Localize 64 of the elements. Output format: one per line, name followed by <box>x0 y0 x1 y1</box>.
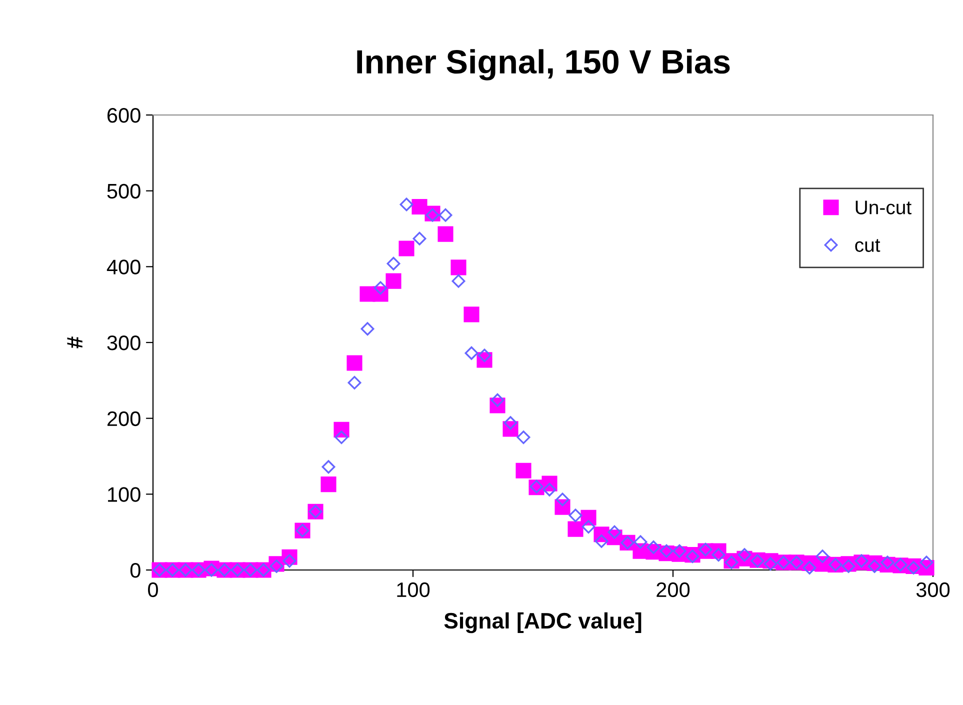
point <box>346 355 362 371</box>
point <box>400 198 414 212</box>
point <box>334 430 348 444</box>
point <box>282 554 296 568</box>
point <box>868 559 882 573</box>
legend-label: Un-cut <box>856 200 912 214</box>
y-axis-title: # <box>67 336 82 348</box>
y-tick-label: 600 <box>107 108 140 123</box>
point <box>412 232 426 246</box>
point <box>322 460 336 474</box>
point <box>516 462 532 478</box>
point <box>764 557 778 571</box>
point <box>738 548 752 562</box>
point <box>320 476 336 492</box>
point <box>672 544 686 558</box>
x-tick-label: 0 <box>148 582 158 598</box>
point <box>360 322 374 336</box>
point <box>374 281 388 295</box>
point <box>802 560 816 574</box>
point <box>556 492 570 506</box>
point <box>594 534 608 548</box>
point <box>386 273 402 289</box>
point <box>568 508 582 522</box>
point <box>490 393 504 407</box>
y-tick-label: 400 <box>106 260 140 274</box>
point <box>880 556 894 570</box>
chart-title: Inner Signal, 150 V Bias <box>357 49 730 80</box>
point <box>920 556 934 570</box>
point <box>452 274 466 288</box>
y-tick-label: 0 <box>130 563 140 578</box>
x-axis-title: Signal [ADC value] <box>444 612 642 634</box>
y-tick-label: 200 <box>107 411 140 426</box>
point <box>816 550 830 564</box>
x-tick-label: 100 <box>397 582 430 598</box>
point <box>464 346 478 360</box>
y-tick-label: 100 <box>108 487 140 502</box>
point <box>348 376 362 390</box>
point <box>464 306 480 322</box>
point <box>412 198 428 215</box>
y-tick-label: 300 <box>107 336 140 350</box>
point <box>712 548 726 562</box>
point <box>270 559 284 573</box>
point <box>660 544 674 558</box>
point <box>568 521 584 537</box>
legend-label: cut <box>855 239 880 252</box>
point <box>478 348 492 362</box>
x-tick-label: 200 <box>656 582 690 598</box>
point <box>438 226 454 242</box>
x-tick-label: 300 <box>916 582 950 598</box>
point <box>634 535 648 549</box>
point <box>516 430 530 444</box>
point <box>842 559 856 573</box>
point <box>450 260 466 276</box>
point <box>608 525 622 539</box>
point <box>582 520 596 534</box>
y-tick-label: 500 <box>107 184 140 199</box>
point <box>504 416 518 430</box>
point <box>438 208 452 222</box>
point <box>580 510 596 526</box>
point <box>646 540 660 554</box>
point <box>854 554 868 568</box>
point <box>386 256 400 270</box>
point <box>542 482 556 496</box>
point <box>398 240 414 256</box>
